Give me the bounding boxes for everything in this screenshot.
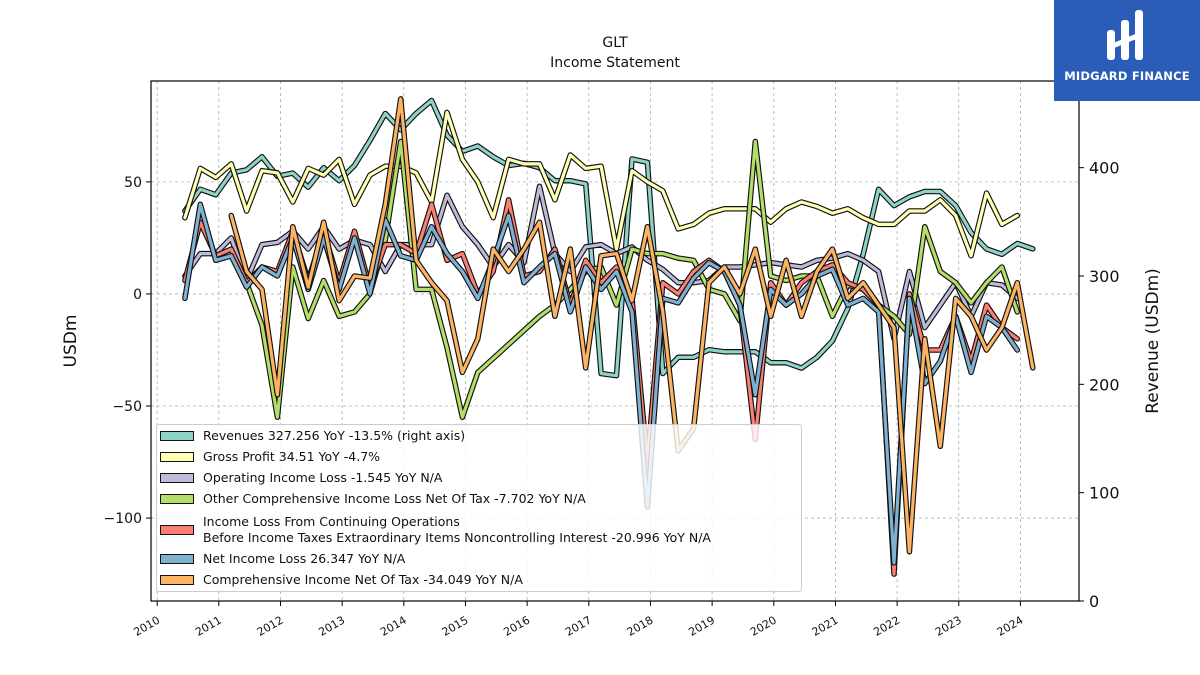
legend-label-line2: Before Income Taxes Extraordinary Items … bbox=[203, 530, 711, 545]
plot-frame bbox=[150, 80, 1080, 602]
series-line bbox=[245, 139, 1019, 419]
legend-swatch bbox=[160, 452, 194, 462]
legend-label: Other Comprehensive Income Loss Net Of T… bbox=[203, 491, 586, 506]
legend-item-revenues: Revenues 327.256 YoY -13.5% (right axis) bbox=[157, 428, 465, 444]
series-line bbox=[183, 110, 1019, 258]
legend-label-line1: Income Loss From Continuing Operations bbox=[203, 514, 460, 529]
x-tick-label: 2016 bbox=[501, 614, 532, 639]
legend-swatch bbox=[160, 575, 194, 585]
chart-subtitle: Income Statement bbox=[550, 55, 680, 71]
legend-item-net-income: Net Income Loss 26.347 YoY N/A bbox=[157, 551, 405, 567]
x-tick-label: 2022 bbox=[871, 614, 902, 639]
legend-item-comprehensive-income: Comprehensive Income Net Of Tax -34.049 … bbox=[157, 572, 523, 588]
y-axis-label: USDm bbox=[61, 315, 81, 368]
x-tick-label: 2018 bbox=[625, 614, 656, 639]
x-tick-label: 2011 bbox=[193, 614, 224, 639]
x-tick-label: 2021 bbox=[810, 614, 841, 639]
legend-label: Operating Income Loss -1.545 YoY N/A bbox=[203, 470, 443, 485]
legend-swatch bbox=[160, 554, 194, 564]
x-tick-label: 2020 bbox=[748, 614, 779, 639]
y-axis-right-label: Revenue (USDm) bbox=[1143, 268, 1163, 414]
y-right-tick-label: 0 bbox=[1089, 592, 1099, 611]
x-tick-label: 2023 bbox=[933, 614, 964, 639]
x-tick-label: 2024 bbox=[995, 614, 1026, 639]
legend-label: Income Loss From Continuing Operations Be… bbox=[203, 514, 711, 546]
legend-swatch bbox=[160, 494, 194, 504]
legend-item-gross-profit: Gross Profit 34.51 YoY -4.7% bbox=[157, 449, 380, 465]
legend-swatch bbox=[160, 473, 194, 483]
y-tick-label: −100 bbox=[104, 511, 142, 527]
series-line bbox=[183, 202, 1019, 565]
x-tick-label: 2014 bbox=[378, 614, 409, 639]
legend-item-income-continuing: Income Loss From Continuing Operations Be… bbox=[157, 514, 711, 546]
legend-label: Gross Profit 34.51 YoY -4.7% bbox=[203, 449, 381, 464]
series-lines bbox=[182, 96, 1036, 577]
x-tick-label: 2010 bbox=[131, 614, 162, 639]
legend: Revenues 327.256 YoY -13.5% (right axis)… bbox=[156, 424, 802, 592]
logo-mark-icon bbox=[1107, 10, 1143, 60]
x-tick-label: 2017 bbox=[563, 614, 594, 639]
legend-item-operating-income: Operating Income Loss -1.545 YoY N/A bbox=[157, 470, 442, 486]
y-tick-label: −50 bbox=[112, 399, 142, 415]
brand-name: MIDGARD FINANCE bbox=[1064, 69, 1190, 83]
x-tick-label: 2015 bbox=[440, 614, 471, 639]
x-tick-label: 2012 bbox=[255, 614, 286, 639]
x-tick-label: 2019 bbox=[686, 614, 717, 639]
y-right-tick-label: 400 bbox=[1089, 159, 1120, 178]
y-tick-label: 50 bbox=[124, 175, 142, 191]
y-tick-label: 0 bbox=[133, 287, 142, 303]
legend-item-other-comprehensive: Other Comprehensive Income Loss Net Of T… bbox=[157, 491, 586, 507]
y-right-tick-label: 100 bbox=[1089, 484, 1120, 503]
legend-swatch bbox=[160, 431, 194, 441]
series-line bbox=[229, 97, 1035, 554]
brand-logo: MIDGARD FINANCE bbox=[1054, 0, 1200, 101]
legend-label: Revenues 327.256 YoY -13.5% (right axis) bbox=[203, 428, 466, 443]
x-tick-label: 2013 bbox=[316, 614, 347, 639]
y-right-tick-label: 200 bbox=[1089, 375, 1120, 394]
y-right-tick-label: 300 bbox=[1089, 267, 1120, 286]
legend-label: Net Income Loss 26.347 YoY N/A bbox=[203, 551, 406, 566]
legend-label: Comprehensive Income Net Of Tax -34.049 … bbox=[203, 572, 523, 587]
legend-swatch bbox=[160, 525, 194, 535]
chart-title: GLT bbox=[602, 35, 628, 51]
